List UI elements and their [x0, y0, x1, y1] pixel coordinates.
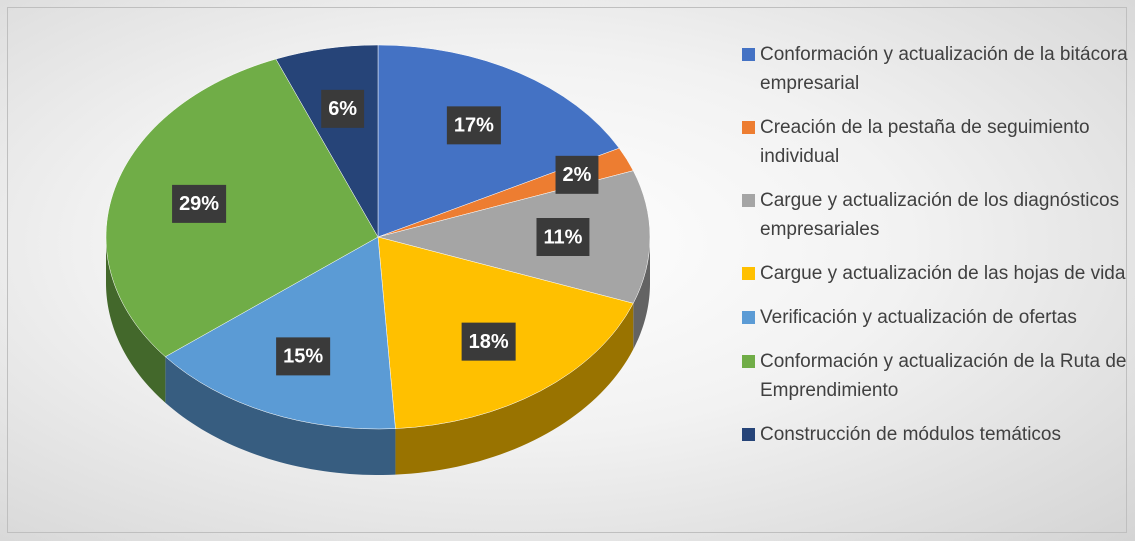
data-label-box	[172, 184, 227, 223]
legend-label: Verificación y actualización de ofertas	[760, 307, 1077, 328]
data-label-box	[536, 218, 590, 256]
data-label: 17%	[446, 106, 501, 145]
data-label: 2%	[555, 155, 599, 194]
data-label-box	[276, 337, 331, 376]
legend-item: Verificación y actualización de ofertas	[742, 303, 1130, 332]
legend-swatch	[742, 267, 755, 280]
legend-item: Conformación y actualización de la Ruta …	[742, 347, 1130, 405]
legend-swatch	[742, 428, 755, 441]
slice	[164, 236, 396, 430]
data-label-text: 2%	[563, 164, 592, 186]
legend-label: Conformación y actualización de la Ruta …	[760, 351, 1127, 401]
legend-swatch	[742, 121, 755, 134]
slice	[377, 170, 651, 304]
slice-side	[633, 237, 650, 350]
data-label-box	[555, 155, 599, 194]
chart-frame	[7, 7, 1127, 533]
legend-label: Cargue y actualización de las hojas de v…	[760, 263, 1126, 284]
data-label: 6%	[321, 89, 365, 128]
legend-item: Conformación y actualización de la bitác…	[742, 40, 1130, 98]
legend-swatch	[742, 194, 755, 207]
data-label-text: 11%	[543, 226, 582, 248]
data-label: 18%	[461, 322, 516, 361]
data-label-box	[321, 89, 365, 128]
legend-swatch	[742, 311, 755, 324]
slice-side	[165, 356, 396, 475]
legend-label: Cargue y actualización de los diagnóstic…	[760, 190, 1120, 240]
legend-label: Conformación y actualización de la bitác…	[760, 44, 1128, 94]
slice-side	[395, 303, 634, 475]
data-label: 11%	[536, 218, 590, 256]
data-label-text: 17%	[454, 115, 494, 137]
slice	[105, 58, 379, 358]
legend-swatch	[742, 48, 755, 61]
data-label-box	[461, 322, 516, 361]
legend-label: Construcción de módulos temáticos	[760, 424, 1061, 445]
data-label-text: 6%	[328, 98, 357, 120]
data-label-text: 18%	[469, 331, 509, 353]
slice-side	[106, 237, 166, 403]
data-label: 29%	[172, 184, 227, 223]
data-label-text: 15%	[283, 346, 323, 368]
data-label-box	[446, 106, 501, 145]
legend-item: Creación de la pestaña de seguimiento in…	[742, 113, 1130, 171]
legend: Conformación y actualización de la bitác…	[742, 40, 1130, 464]
data-label: 15%	[276, 337, 331, 376]
data-label-text: 29%	[179, 193, 219, 215]
legend-item: Construcción de módulos temáticos	[742, 420, 1130, 449]
legend-swatch	[742, 355, 755, 368]
legend-label: Creación de la pestaña de seguimiento in…	[760, 117, 1090, 167]
pie-plot: 17% 2% 11% 18% 15% 29% 6%	[105, 44, 651, 475]
legend-item: Cargue y actualización de las hojas de v…	[742, 259, 1130, 288]
legend-item: Cargue y actualización de los diagnóstic…	[742, 186, 1130, 244]
